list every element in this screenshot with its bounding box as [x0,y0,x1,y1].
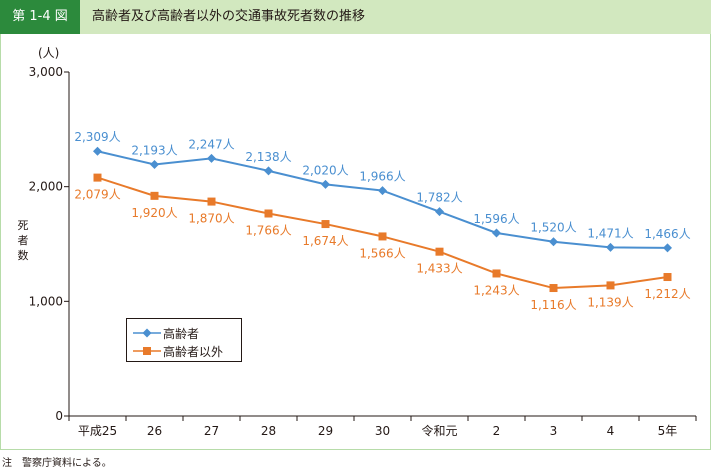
data-label: 2,247人 [188,137,234,151]
data-point-square [606,281,615,290]
data-point-square [207,197,216,206]
figure-header: 第 1-4 図 高齢者及び高齢者以外の交通事故死者数の推移 [0,0,711,34]
data-label: 2,193人 [131,144,177,158]
y-tick-label: 2,000 [29,180,63,194]
data-point-square [378,232,387,241]
data-label: 2,309人 [74,130,120,144]
chart-legend: 高齢者 高齢者以外 [126,318,242,362]
x-tick-label: 2 [493,424,501,438]
data-label: 1,782人 [416,191,462,205]
data-label: 1,674人 [302,234,348,248]
y-axis-unit: (人) [38,46,60,60]
data-point-diamond [549,237,558,247]
data-label: 1,920人 [131,206,177,220]
data-label: 1,243人 [473,283,519,297]
data-point-square [435,247,444,256]
x-tick-label: 5年 [658,424,678,438]
data-point-diamond [264,166,273,176]
data-point-square [93,173,102,182]
y-tick-label: 3,000 [29,65,63,79]
data-point-square [150,191,159,200]
x-tick-label: 令和元 [421,423,457,438]
y-tick-label: 1,000 [29,294,63,308]
data-label: 1,766人 [245,223,291,237]
data-label: 2,020人 [302,163,348,177]
data-point-diamond [207,153,216,163]
x-tick-label: 26 [147,424,162,438]
data-point-diamond [93,146,102,156]
data-point-square [663,273,672,282]
data-label: 1,471人 [587,226,633,240]
source-note: 注 警察庁資料による。 [2,458,112,469]
data-point-square [264,209,273,218]
figure-number: 第 1-4 図 [0,0,80,34]
data-point-diamond [321,179,330,189]
data-label: 1,520人 [530,221,576,235]
x-tick-label: 29 [318,424,333,438]
data-point-diamond [492,228,501,238]
x-tick-label: 3 [550,424,558,438]
data-label: 1,212人 [644,287,690,301]
x-tick-label: 30 [375,424,390,438]
data-point-diamond [606,242,615,252]
legend-label-non-elderly: 高齢者以外 [163,345,224,359]
data-label: 1,433人 [416,262,462,276]
data-label: 1,870人 [188,212,234,226]
data-label: 1,116人 [530,298,576,312]
data-point-square [321,220,330,229]
figure-title: 高齢者及び高齢者以外の交通事故死者数の推移 [92,9,366,24]
x-tick-label: 27 [204,424,219,438]
y-tick-label: 0 [55,409,63,423]
data-point-square [549,284,558,293]
legend-item-elderly: 高齢者 [127,323,241,343]
x-tick-label: 28 [261,424,276,438]
data-point-diamond [435,207,444,217]
legend-label-elderly: 高齢者 [163,327,200,341]
x-tick-label: 4 [607,424,615,438]
data-point-square [492,269,501,278]
data-label: 1,566人 [359,246,405,260]
x-tick-label: 平成25 [78,424,117,438]
data-point-diamond [150,160,159,170]
data-label: 1,139人 [587,295,633,309]
legend-square-marker-icon [133,347,161,355]
data-label: 1,966人 [359,170,405,184]
data-point-diamond [663,243,672,253]
data-point-diamond [378,186,387,196]
data-label: 2,079人 [74,188,120,202]
data-label: 1,466人 [644,227,690,241]
legend-diamond-marker-icon [133,328,161,338]
data-label: 1,596人 [473,212,519,226]
y-axis-label: 死者数 [17,219,29,262]
data-label: 2,138人 [245,150,291,164]
legend-item-non-elderly: 高齢者以外 [127,341,241,361]
